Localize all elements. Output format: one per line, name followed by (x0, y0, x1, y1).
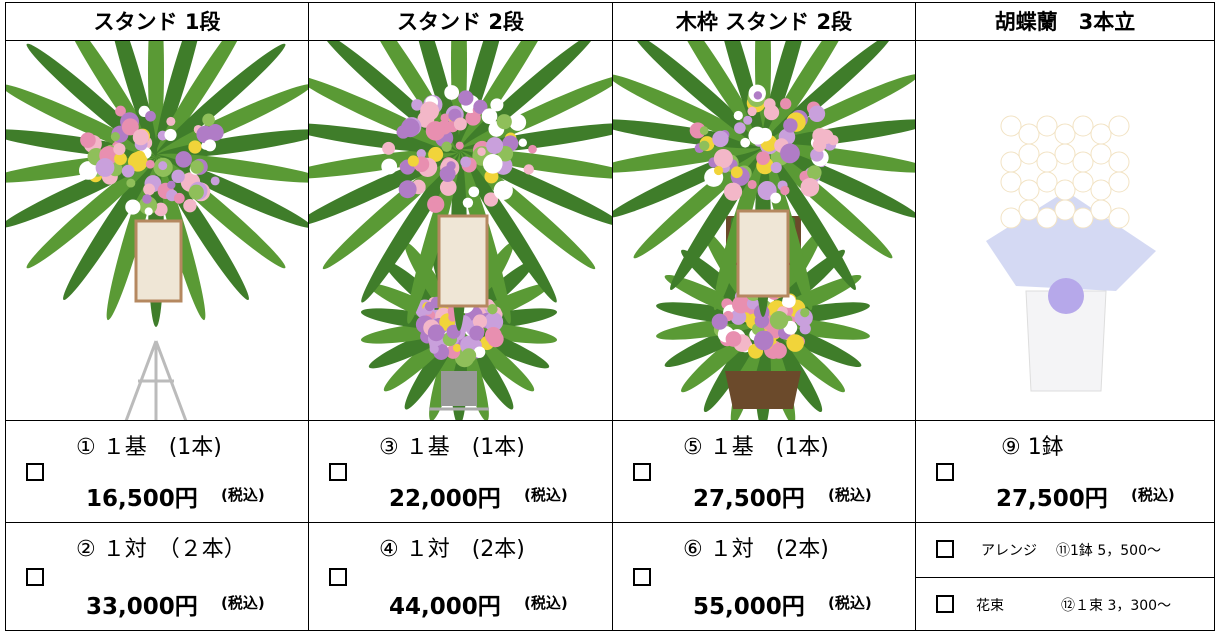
option-cell: ③ １基 (1本) 22,000円 (税込) (308, 420, 613, 523)
product-image (612, 40, 916, 421)
option-price: 44,000円 (389, 594, 501, 620)
checkbox[interactable] (26, 462, 44, 481)
product-image (5, 40, 309, 421)
checkbox[interactable] (936, 595, 954, 613)
option-price: 55,000円 (693, 594, 805, 620)
extra-name: アレンジ (981, 543, 1037, 559)
column-title: 木枠 スタンド 2段 (612, 2, 916, 41)
option-price: 22,000円 (389, 486, 501, 512)
option-cell: ⑥ １対 (2本) 55,000円 (税込) (612, 522, 916, 631)
column-title: 胡蝶蘭 3本立 (915, 2, 1215, 41)
flower-illustration (986, 115, 1156, 392)
option-label: ⑥ １対 (2本) (683, 537, 829, 562)
product-image (308, 40, 613, 421)
checkbox[interactable] (936, 462, 954, 481)
extra-cell: 花束 ⑫１束 3，300～ (915, 577, 1215, 631)
tax-note: (税込) (828, 594, 872, 612)
tax-note: (税込) (828, 486, 872, 504)
checkbox[interactable] (633, 567, 651, 586)
option-label: ⑨ 1鉢 (1001, 435, 1064, 460)
option-price: 16,500円 (86, 486, 198, 512)
column-title: スタンド 1段 (5, 2, 309, 41)
tax-note: (税込) (1131, 486, 1175, 504)
checkbox[interactable] (936, 540, 954, 558)
tax-note: (税込) (524, 594, 568, 612)
checkbox[interactable] (329, 567, 347, 586)
checkbox[interactable] (329, 462, 347, 481)
option-label: ④ １対 (2本) (379, 537, 525, 562)
extra-cell: アレンジ ⑪1鉢 5，500～ (915, 522, 1215, 578)
column-title: スタンド 2段 (308, 2, 613, 41)
extra-name: 花束 (976, 598, 1004, 614)
option-label: ① １基 (1本) (76, 435, 222, 460)
flower-illustration (6, 41, 308, 420)
checkbox[interactable] (633, 462, 651, 481)
checkbox[interactable] (26, 567, 44, 586)
option-cell: ② １対 （２本） 33,000円 (税込) (5, 522, 309, 631)
option-label: ② １対 （２本） (76, 537, 246, 562)
tax-note: (税込) (524, 486, 568, 504)
option-label: ③ １基 (1本) (379, 435, 525, 460)
product-image (915, 40, 1215, 421)
option-price: 27,500円 (996, 486, 1108, 512)
tax-note: (税込) (221, 594, 265, 612)
extra-detail: ⑫１束 3，300～ (1061, 598, 1172, 614)
option-cell: ⑤ １基 (1本) 27,500円 (税込) (612, 420, 916, 523)
flower-illustration (613, 41, 915, 420)
flower-illustration (309, 41, 612, 420)
option-price: 33,000円 (86, 594, 198, 620)
option-label: ⑤ １基 (1本) (683, 435, 829, 460)
option-cell: ① １基 (1本) 16,500円 (税込) (5, 420, 309, 523)
option-cell: ④ １対 (2本) 44,000円 (税込) (308, 522, 613, 631)
option-price: 27,500円 (693, 486, 805, 512)
option-cell: ⑨ 1鉢 27,500円 (税込) (915, 420, 1215, 523)
extra-detail: ⑪1鉢 5，500～ (1056, 543, 1161, 559)
tax-note: (税込) (221, 486, 265, 504)
